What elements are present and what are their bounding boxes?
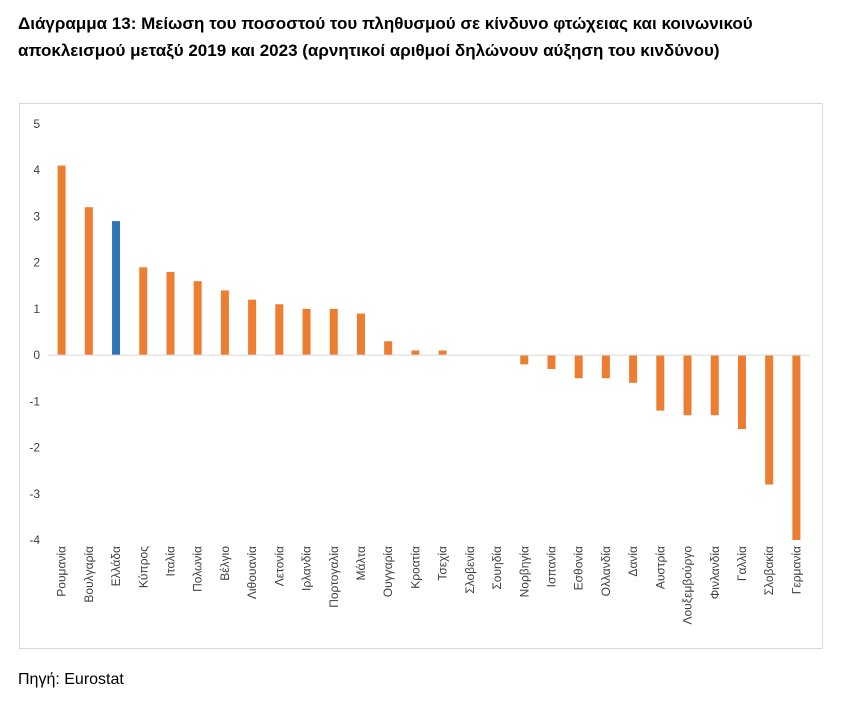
bar-22	[656, 355, 665, 411]
y-tick-label: -1	[29, 394, 40, 408]
bar-2	[112, 221, 121, 356]
x-category-label: Κύπρος	[136, 546, 150, 588]
x-category-label: Ελλάδα	[109, 546, 123, 586]
x-category-label: Πολωνία	[191, 546, 205, 592]
bar-7	[248, 299, 257, 356]
bar-11	[356, 313, 365, 356]
y-tick-label: -2	[29, 441, 40, 455]
bar-9	[302, 308, 311, 356]
bar-20	[601, 355, 610, 379]
x-category-label: Σουηδία	[490, 546, 504, 590]
y-tick-label: -4	[29, 533, 40, 547]
x-category-label: Λετονία	[272, 546, 286, 586]
bar-5	[193, 281, 202, 356]
bar-27	[792, 355, 801, 540]
x-category-label: Ουγγαρία	[381, 546, 395, 597]
x-category-label: Ισπανία	[544, 546, 558, 587]
chart-area: 5 4 3 2 1 0 -1 -2 -3 -4 Ρουμανία Βουλγαρία Ελλάδα Κύ…	[19, 103, 823, 649]
bar-21	[629, 355, 638, 383]
x-category-label: Κροατία	[408, 546, 422, 589]
bar-26	[765, 355, 774, 485]
bar-0	[57, 165, 66, 356]
x-category-label: Γαλλία	[735, 546, 749, 581]
x-category-label: Γερμανία	[789, 546, 803, 594]
bar-6	[220, 290, 229, 356]
bar-12	[384, 341, 393, 356]
y-tick-label: 0	[33, 348, 40, 362]
x-category-label: Αυστρία	[653, 546, 667, 589]
y-tick-label: 5	[33, 117, 40, 131]
bar-1	[84, 207, 93, 356]
bar-10	[329, 308, 338, 356]
x-category-label: Σλοβακία	[762, 546, 776, 595]
bar-chart: 5 4 3 2 1 0 -1 -2 -3 -4 Ρουμανία Βουλγαρία Ελλάδα Κύ…	[29, 117, 810, 625]
y-tick-label: 3	[33, 209, 40, 223]
x-category-label: Ιταλία	[163, 546, 177, 577]
bar-8	[275, 304, 284, 356]
y-axis-ticks: 5 4 3 2 1 0 -1 -2 -3 -4	[29, 117, 40, 547]
bar-24	[710, 355, 719, 416]
bar-13	[411, 350, 420, 356]
bar-25	[737, 355, 746, 430]
x-category-label: Νορβηγία	[517, 546, 531, 597]
x-category-label: Λουξεμβούργο	[681, 546, 695, 625]
bar-19	[574, 355, 583, 379]
x-category-label: Ρουμανία	[55, 546, 69, 597]
x-category-label: Δανία	[626, 546, 640, 577]
x-category-label: Τσεχία	[436, 546, 450, 581]
source-note: Πηγή: Eurostat	[18, 671, 124, 688]
y-tick-label: 4	[33, 163, 40, 177]
bar-14	[438, 350, 447, 356]
bar-17	[520, 355, 529, 365]
x-category-label: Λιθουανία	[245, 546, 259, 599]
x-category-label: Βουλγαρία	[82, 546, 96, 603]
chart-title: Διάγραμμα 13: Μείωση του ποσοστού του πλ…	[18, 14, 753, 60]
x-category-label: Πορτογαλία	[327, 546, 341, 608]
y-tick-label: 1	[33, 302, 40, 316]
bar-18	[547, 355, 556, 369]
x-category-label: Βέλγιο	[218, 546, 232, 581]
bar-23	[683, 355, 692, 416]
x-category-label: Εσθονία	[572, 546, 586, 590]
bar-3	[139, 267, 148, 356]
x-category-label: Ιρλανδία	[300, 546, 314, 591]
x-category-label: Μάλτα	[354, 546, 368, 581]
y-tick-label: 2	[33, 256, 40, 270]
x-category-label: Σλοβενία	[463, 546, 477, 594]
bar-4	[166, 271, 175, 356]
x-axis-labels: Ρουμανία Βουλγαρία Ελλάδα Κύπρος Ιταλία Πολων…	[55, 546, 804, 625]
x-category-label: Ολλανδία	[599, 546, 613, 596]
y-tick-label: -3	[29, 487, 40, 501]
x-category-label: Φινλανδία	[708, 546, 722, 599]
bars	[57, 165, 801, 540]
